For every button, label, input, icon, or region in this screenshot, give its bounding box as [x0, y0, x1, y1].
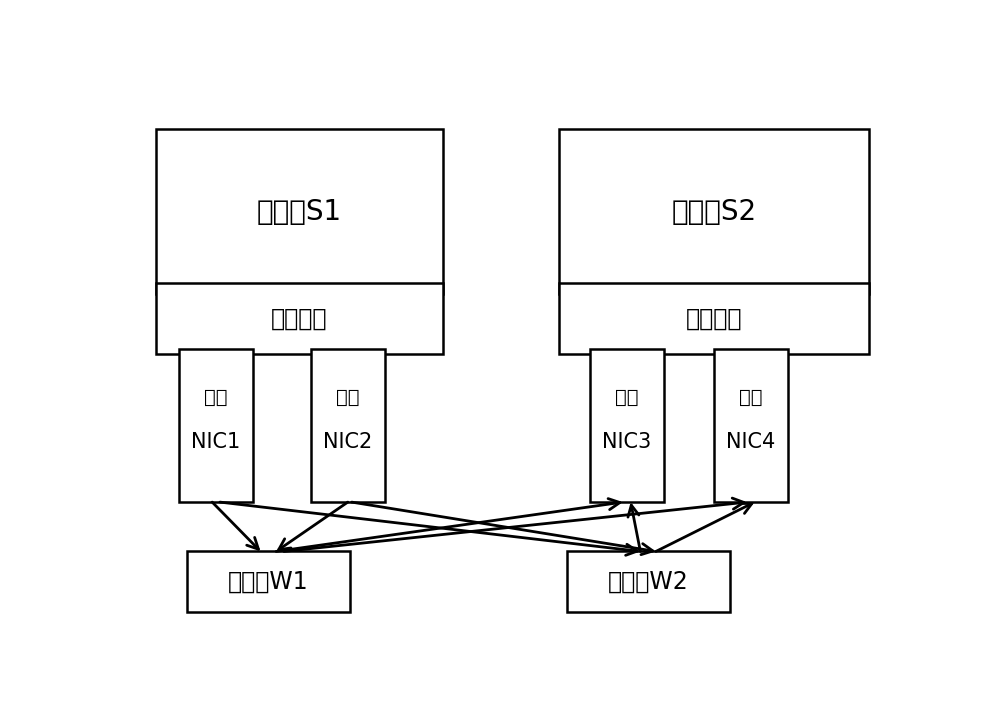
- Text: 网口: 网口: [615, 389, 639, 407]
- Bar: [156, 130, 443, 294]
- Text: 网口: 网口: [204, 389, 228, 407]
- Text: 服务器S2: 服务器S2: [671, 197, 757, 226]
- Bar: [156, 283, 443, 354]
- Text: 绑定模块: 绑定模块: [686, 306, 742, 330]
- Text: NIC4: NIC4: [726, 431, 775, 452]
- Bar: [559, 283, 869, 354]
- Bar: [567, 551, 730, 612]
- Bar: [187, 551, 350, 612]
- Bar: [179, 349, 253, 502]
- Text: NIC3: NIC3: [602, 431, 651, 452]
- Text: 绑定模块: 绑定模块: [271, 306, 328, 330]
- Text: NIC1: NIC1: [191, 431, 241, 452]
- Text: 网口: 网口: [336, 389, 360, 407]
- Text: 网口: 网口: [739, 389, 763, 407]
- Bar: [714, 349, 788, 502]
- Bar: [590, 349, 664, 502]
- Text: 交换机W1: 交换机W1: [228, 570, 309, 594]
- Bar: [311, 349, 385, 502]
- Text: 交换机W2: 交换机W2: [608, 570, 688, 594]
- Text: NIC2: NIC2: [323, 431, 372, 452]
- Bar: [559, 130, 869, 294]
- Text: 服务器S1: 服务器S1: [257, 197, 342, 226]
